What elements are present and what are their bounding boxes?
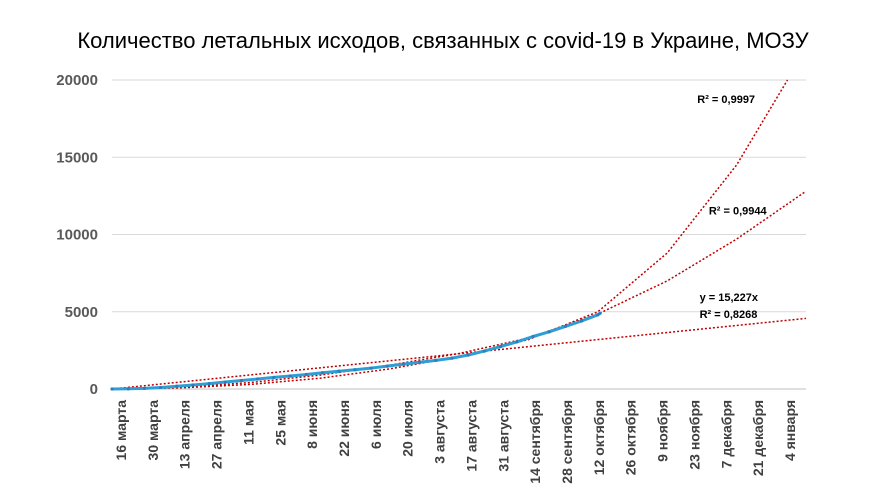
x-tick-label: 4 января — [782, 400, 798, 461]
data-point — [596, 313, 600, 317]
data-point — [272, 375, 276, 380]
annotations: R² = 0,9997 R² = 0,9944 y = 15,227x R² = 0,… — [697, 94, 767, 321]
chart-title: Количество летальных исходов, связанных … — [77, 28, 809, 53]
data-point — [337, 369, 341, 373]
data-point — [598, 311, 602, 315]
data-point — [239, 378, 244, 383]
x-tick-label: 14 сентября — [527, 400, 543, 484]
data-point — [191, 383, 195, 387]
data-point — [256, 377, 260, 381]
x-tick-label: 12 октября — [591, 400, 607, 475]
y-tick-label: 15000 — [56, 149, 98, 166]
x-tick-label: 23 ноября — [686, 400, 702, 470]
y-tick-label: 20000 — [56, 72, 98, 89]
data-point — [531, 334, 535, 339]
trendline-equation-label: R² = 0,9944 — [709, 205, 768, 217]
data-point — [175, 384, 179, 388]
data-point — [401, 362, 406, 366]
x-tick-label: 3 августа — [432, 400, 448, 464]
data-point — [110, 387, 114, 391]
x-tick-label: 21 декабря — [750, 400, 766, 476]
trendline-polynomial — [111, 190, 807, 390]
data-point — [385, 364, 389, 368]
y-tick-label: 0 — [90, 381, 98, 398]
trendline-equation-label: R² = 0,9997 — [697, 94, 755, 106]
x-tick-label: 17 августа — [463, 400, 479, 472]
data-point — [466, 353, 470, 357]
data-point — [223, 380, 227, 384]
y-tick-label: 5000 — [65, 304, 98, 321]
data-point — [320, 371, 325, 375]
x-tick-label: 31 августа — [495, 400, 511, 472]
x-tick-label: 22 июня — [336, 400, 352, 457]
x-tick-label: 11 мая — [240, 400, 256, 445]
x-tick-label: 8 июня — [304, 400, 320, 449]
trendline-equation-label: y = 15,227x — [700, 292, 759, 304]
data-point — [353, 368, 357, 372]
y-axis-ticks: 0 5000 10000 15000 20000 — [56, 72, 98, 398]
data-point — [515, 340, 519, 344]
data-point — [369, 366, 373, 370]
data-point — [126, 387, 130, 391]
data-point — [563, 324, 568, 329]
data-point — [158, 385, 163, 390]
x-tick-label: 28 сентября — [559, 400, 575, 484]
x-tick-label: 7 декабря — [718, 400, 734, 468]
data-point — [288, 374, 292, 378]
trendline-equation-label: R² = 0,8268 — [700, 309, 758, 321]
data-point — [547, 330, 551, 334]
data-point — [450, 356, 454, 360]
data-point — [418, 360, 422, 364]
data-point — [580, 319, 584, 323]
data-point — [434, 358, 438, 363]
data-point — [304, 372, 308, 377]
x-tick-label: 16 марта — [113, 400, 129, 461]
x-tick-label: 13 апреля — [177, 400, 193, 469]
x-tick-label: 30 марта — [145, 400, 161, 461]
x-tick-label: 20 июля — [400, 400, 416, 457]
data-point — [207, 381, 211, 386]
grid-lines — [112, 79, 806, 390]
x-axis-ticks: 16 марта 30 марта 13 апреля 27 апреля 11 мая… — [113, 400, 798, 484]
data-point — [499, 344, 503, 349]
trendline-linear — [111, 317, 807, 390]
x-tick-label: 9 ноября — [655, 400, 671, 462]
data-point — [482, 349, 487, 353]
y-tick-label: 10000 — [56, 227, 98, 244]
data-point — [142, 386, 146, 390]
x-tick-label: 25 мая — [272, 400, 288, 446]
data-series — [110, 311, 602, 391]
x-tick-label: 27 апреля — [209, 400, 225, 469]
x-tick-label: 26 октября — [623, 400, 639, 475]
series-line — [111, 312, 601, 391]
x-tick-label: 6 июля — [368, 400, 384, 449]
